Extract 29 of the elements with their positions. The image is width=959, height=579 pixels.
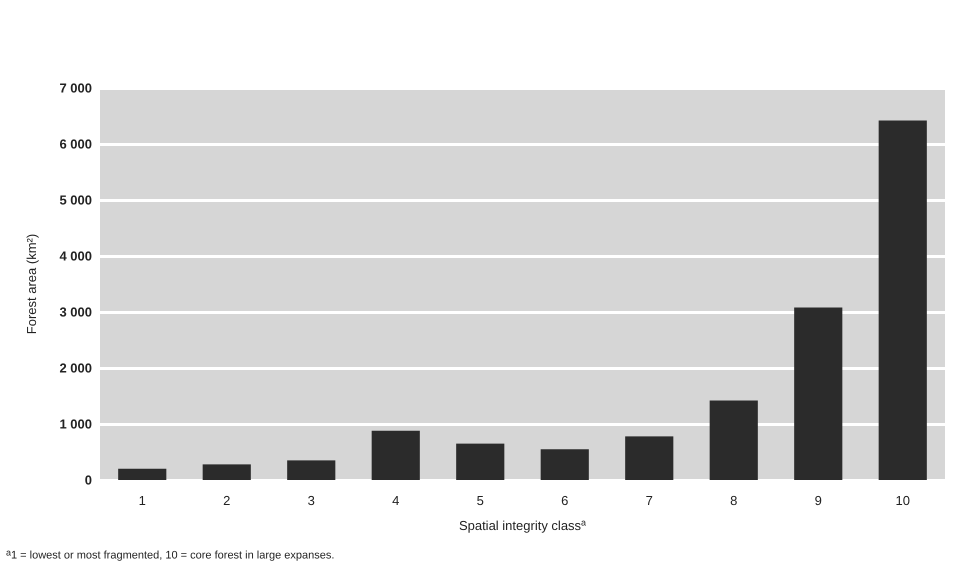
y-tick-label: 0 (84, 472, 92, 488)
bar (202, 464, 251, 480)
x-tick-label: 6 (561, 493, 568, 508)
bar (456, 444, 504, 480)
x-tick-label: 7 (646, 493, 653, 508)
bar (625, 436, 674, 480)
x-tick-label: 1 (138, 493, 146, 508)
bar (372, 430, 420, 480)
bar (710, 400, 758, 480)
x-tick-label: 9 (814, 493, 822, 508)
x-tick-label: 3 (308, 493, 315, 508)
x-tick-label: 2 (223, 493, 230, 508)
y-tick-label: 5 000 (59, 192, 92, 208)
y-tick-label: 1 000 (59, 416, 92, 432)
bar (287, 460, 336, 480)
y-tick-label: 7 000 (59, 80, 92, 96)
y-tick-label: 2 000 (59, 360, 92, 376)
bar (878, 120, 927, 480)
y-tick-label: 6 000 (59, 136, 92, 152)
x-tick-label: 4 (392, 493, 400, 508)
bar (540, 449, 589, 480)
y-axis-title: Forest area (km²) (24, 234, 39, 334)
y-tick-label: 3 000 (59, 304, 92, 320)
y-tick-label: 4 000 (59, 248, 92, 264)
bar (118, 468, 166, 480)
bar (794, 308, 842, 480)
x-tick-label: 5 (476, 493, 484, 508)
x-tick-label: 8 (730, 493, 738, 508)
x-tick-label: 10 (896, 493, 910, 508)
